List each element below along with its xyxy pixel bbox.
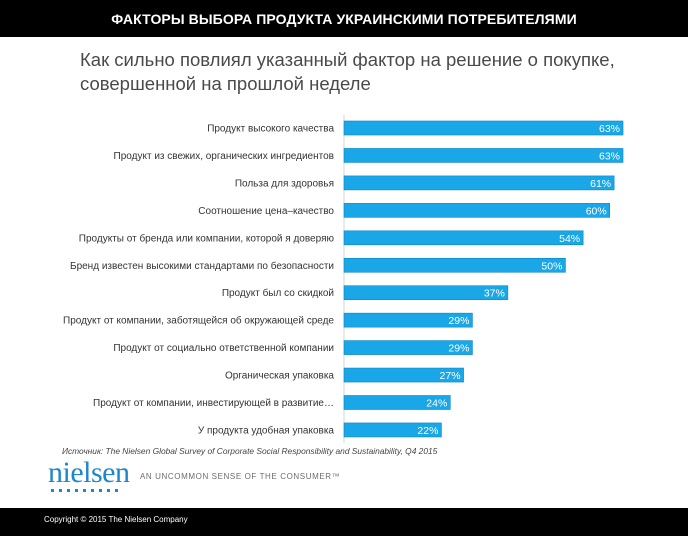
bar-value-label: 24%: [426, 398, 447, 410]
bar: [343, 148, 624, 163]
bar: [343, 120, 624, 136]
bar-value-label: 50%: [541, 260, 562, 272]
bar: [343, 367, 464, 383]
bar: [343, 312, 473, 328]
bar: [343, 340, 473, 355]
header-title: ФАКТОРЫ ВЫБОРА ПРОДУКТА УКРАИНСКИМИ ПОТР…: [111, 10, 577, 27]
source-note: Источник: The Nielsen Global Survey of C…: [62, 446, 438, 456]
bar-value-label: 63%: [599, 123, 620, 135]
bar-value-label: 29%: [448, 343, 469, 355]
category-label: Продукт был со скидкой: [222, 287, 334, 299]
bar-chart: Продукт высокого качества 63% Продукт из с…: [63, 115, 624, 443]
bar-value-label: 54%: [559, 233, 580, 245]
copyright-text: Copyright © 2015 The Nielsen Company: [44, 515, 188, 524]
category-label: Бренд известен высокими стандартами по б…: [70, 260, 334, 272]
bar: [343, 257, 566, 273]
category-label: Продукт от компании, заботящейся об окру…: [63, 315, 334, 327]
bar: [343, 230, 584, 246]
category-label: У продукта удобная упаковка: [198, 424, 335, 436]
category-label: Продукт от социально ответственной компа…: [113, 343, 334, 354]
category-label: Продукты от бренда или компании, которой…: [79, 232, 335, 244]
question-line-1: Как сильно повлиял указанный фактор на р…: [80, 49, 615, 70]
bar-value-label: 37%: [484, 288, 505, 300]
category-label: Продукт от компании, инвестирующей в раз…: [93, 398, 334, 409]
bar: [343, 203, 611, 218]
page-footer: Copyright © 2015 The Nielsen Company: [0, 508, 688, 536]
category-label: Продукт из свежих, органических ингредие…: [114, 151, 334, 162]
category-label: Продукт высокого качества: [207, 124, 334, 135]
bar: [343, 395, 451, 410]
bar-value-label: 29%: [448, 315, 469, 327]
bar-value-label: 61%: [590, 178, 611, 190]
bar-value-label: 22%: [417, 425, 438, 437]
category-label: Соотношение цена–качество: [198, 206, 334, 217]
logo-wordmark: nielsen: [48, 456, 130, 489]
bar: [343, 285, 509, 301]
bar-value-label: 63%: [599, 150, 620, 162]
bar-value-label: 60%: [586, 205, 607, 217]
chart-question: Как сильно повлиял указанный фактор на р…: [80, 48, 670, 96]
bar-value-label: 27%: [440, 370, 461, 382]
bar: [343, 422, 442, 438]
nielsen-logo: nielsen: [48, 456, 130, 498]
category-label: Польза для здоровья: [235, 178, 334, 189]
page-header: ФАКТОРЫ ВЫБОРА ПРОДУКТА УКРАИНСКИМИ ПОТР…: [0, 0, 688, 37]
brand-tagline: AN UNCOMMON SENSE OF THE CONSUMER™: [140, 472, 341, 481]
category-label: Органическая упаковка: [225, 371, 334, 382]
logo-dots: [51, 489, 128, 492]
question-line-2: совершенной на прошлой неделе: [80, 73, 371, 94]
bar: [343, 175, 615, 191]
